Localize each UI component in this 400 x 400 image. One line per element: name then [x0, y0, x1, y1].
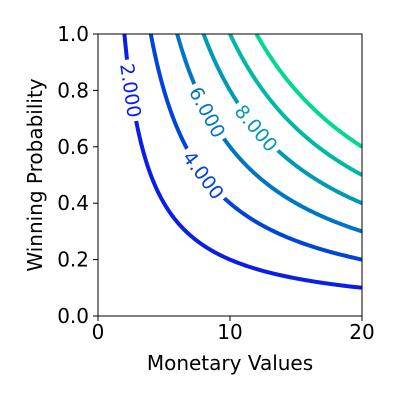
x-tick-label: 0 [92, 320, 105, 344]
contour-line-4 [148, 34, 362, 262]
contour-line-10 [228, 34, 362, 177]
plot-background [98, 34, 362, 316]
y-tick-label: 1.0 [57, 22, 89, 46]
contour-label-gap [114, 57, 148, 123]
y-axis-ticks: 0.0 0.2 0.4 0.6 0.8 1.0 [57, 22, 98, 328]
x-axis-label: Monetary Values [147, 351, 313, 375]
contour-line-12 [254, 34, 362, 149]
contour-label-gap [227, 96, 286, 160]
contour-label-gap [175, 142, 232, 208]
y-tick-label: 0.8 [57, 78, 89, 102]
y-tick-label: 0.0 [57, 304, 89, 328]
contour-line-2 [122, 34, 362, 290]
contour-label-group-2: 2.000 [114, 57, 148, 123]
y-tick-label: 0.6 [57, 135, 89, 159]
y-tick-label: 0.2 [57, 248, 89, 272]
x-axis-ticks: 0 10 20 [92, 316, 375, 344]
x-tick-label: 10 [217, 320, 242, 344]
x-tick-label: 20 [349, 320, 374, 344]
contour-line-8 [201, 34, 362, 206]
y-axis-label: Winning Probability [23, 78, 47, 271]
y-tick-label: 0.4 [57, 191, 89, 215]
contour-label-gap [182, 79, 233, 146]
